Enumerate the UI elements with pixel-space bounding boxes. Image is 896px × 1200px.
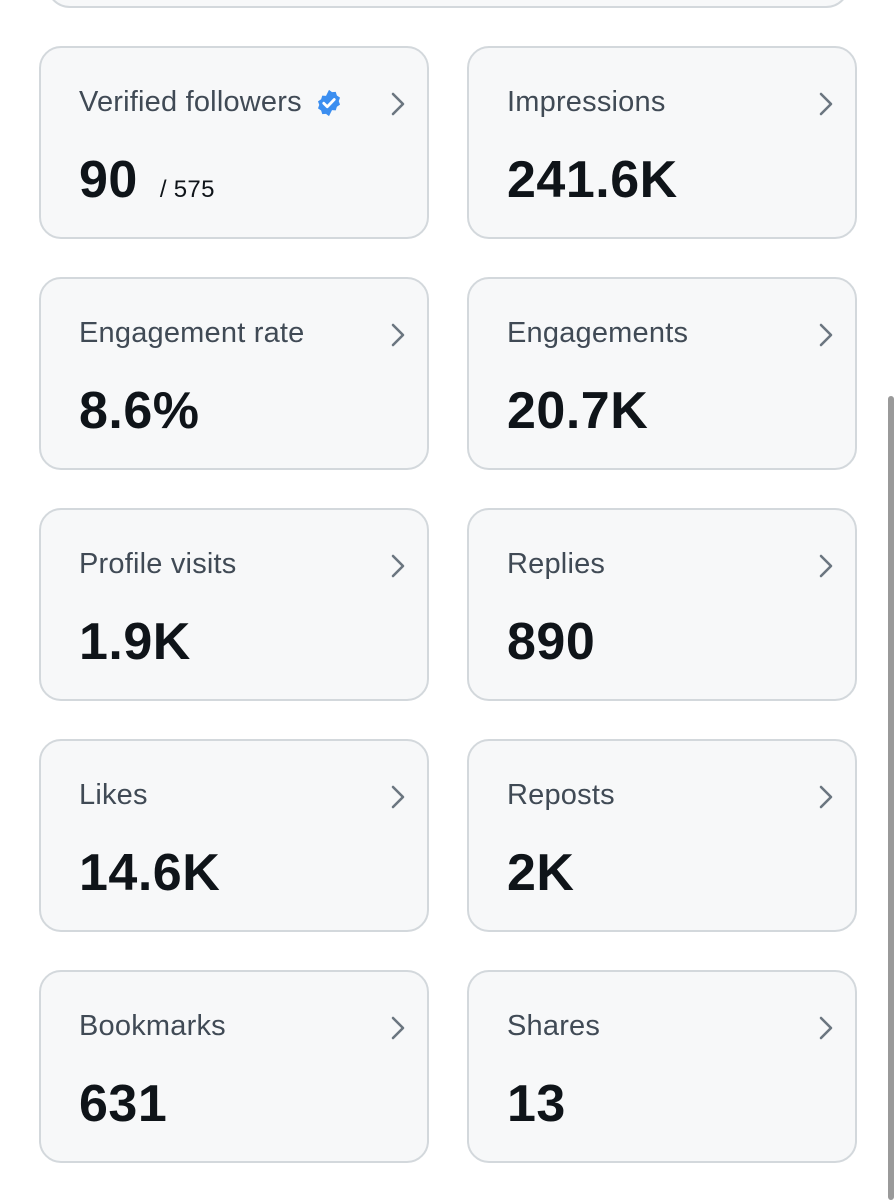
metric-value: 14.6K — [79, 844, 221, 902]
metric-label: Shares — [507, 1010, 601, 1042]
metric-value: 90 / 575 — [79, 150, 215, 220]
metric-value: 8.6% — [79, 382, 200, 440]
metric-card-shares[interactable]: Shares 13 — [467, 970, 857, 1163]
chevron-right-icon[interactable] — [387, 321, 409, 349]
chevron-right-icon[interactable] — [815, 90, 837, 118]
chevron-right-icon[interactable] — [815, 321, 837, 349]
metric-card-engagements[interactable]: Engagements 20.7K — [467, 277, 857, 470]
chevron-right-icon[interactable] — [387, 1014, 409, 1042]
verified-check-icon — [317, 89, 340, 116]
chevron-right-icon[interactable] — [815, 1014, 837, 1042]
metric-value: 2K — [507, 844, 575, 902]
metric-card-bookmarks[interactable]: Bookmarks 631 — [39, 970, 429, 1163]
metric-card-profile-visits[interactable]: Profile visits 1.9K — [39, 508, 429, 701]
metric-label: Bookmarks — [79, 1010, 226, 1042]
chevron-right-icon[interactable] — [387, 90, 409, 118]
metric-card-verified-followers[interactable]: Verified followers 90 / 575 — [39, 46, 429, 239]
chevron-right-icon[interactable] — [387, 783, 409, 811]
chevron-right-icon[interactable] — [815, 552, 837, 580]
metric-value-total: / 575 — [159, 176, 215, 203]
metric-label: Engagements — [507, 317, 689, 349]
metric-value-number: 90 — [79, 151, 138, 209]
metric-card-replies[interactable]: Replies 890 — [467, 508, 857, 701]
metric-label: Likes — [79, 779, 148, 811]
metric-value: 1.9K — [79, 613, 191, 671]
metric-label: Impressions — [507, 86, 666, 118]
metric-card-impressions[interactable]: Impressions 241.6K — [467, 46, 857, 239]
metric-card-reposts[interactable]: Reposts 2K — [467, 739, 857, 932]
scrollbar[interactable] — [888, 396, 894, 1200]
metric-value: 20.7K — [507, 382, 649, 440]
metric-label: Replies — [507, 548, 606, 580]
metric-value: 890 — [507, 613, 596, 671]
metric-value: 631 — [79, 1075, 168, 1133]
metric-label-text: Verified followers — [79, 86, 302, 118]
chevron-right-icon[interactable] — [815, 783, 837, 811]
metric-card-likes[interactable]: Likes 14.6K — [39, 739, 429, 932]
metric-label: Engagement rate — [79, 317, 305, 349]
metric-value: 241.6K — [507, 151, 678, 209]
previous-card[interactable] — [46, 0, 850, 8]
metric-card-engagement-rate[interactable]: Engagement rate 8.6% — [39, 277, 429, 470]
metric-value: 13 — [507, 1075, 566, 1133]
chevron-right-icon[interactable] — [387, 552, 409, 580]
metric-label: Verified followers — [79, 86, 344, 119]
metric-label: Reposts — [507, 779, 615, 811]
metric-label: Profile visits — [79, 548, 237, 580]
